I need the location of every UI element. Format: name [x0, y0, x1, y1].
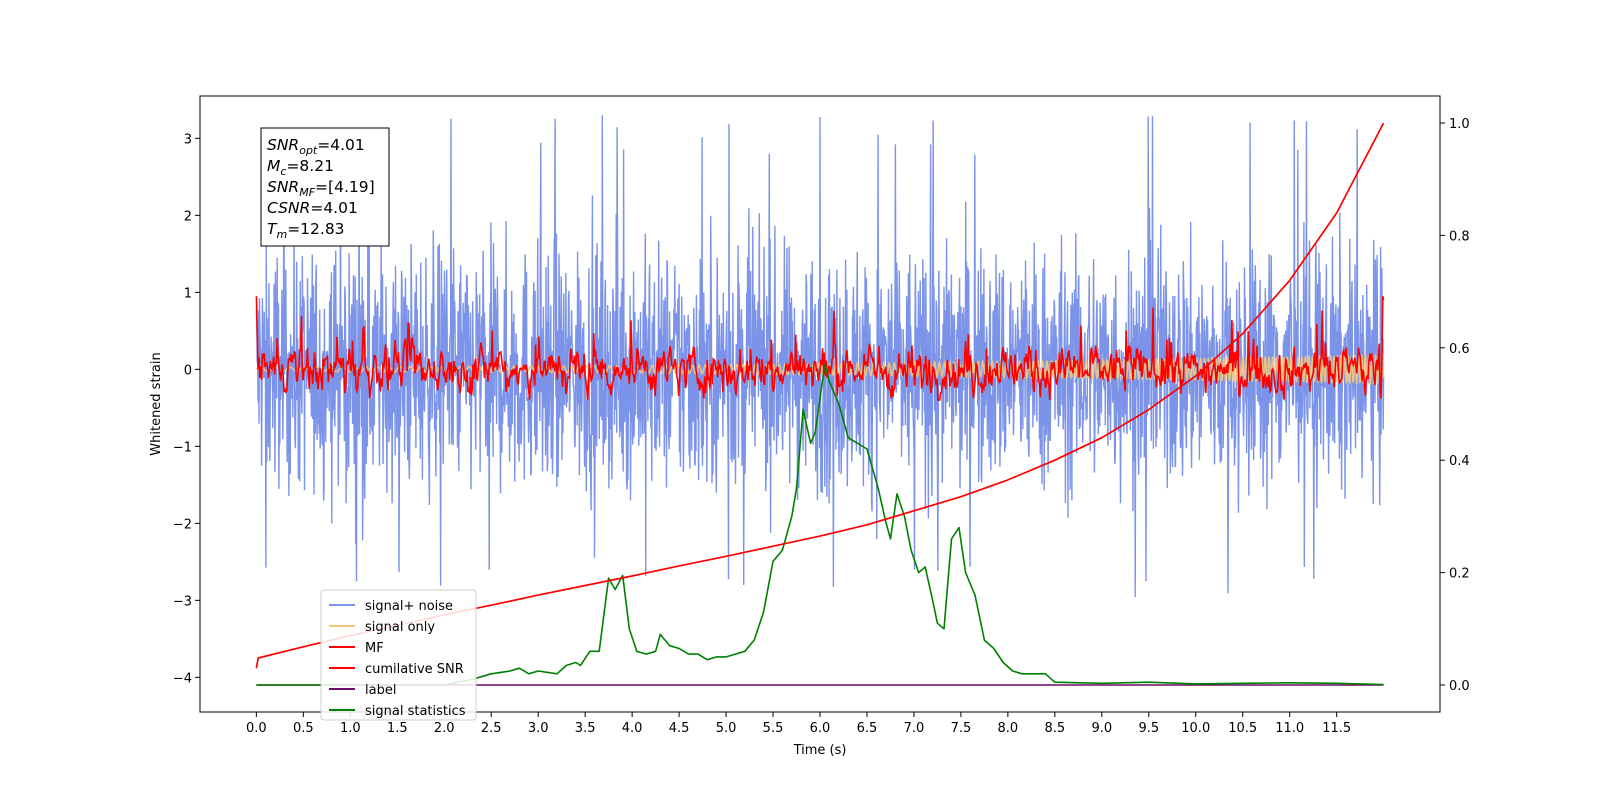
info-subscript: MF	[299, 186, 315, 199]
x-tick-label: 10.0	[1181, 721, 1210, 736]
x-tick-label: 8.0	[998, 721, 1019, 736]
legend-entry: MF	[365, 641, 384, 656]
legend: signal+ noise signal only MF cumilative SNR…	[320, 589, 477, 721]
info-line: SNRMF=[4.19]	[267, 178, 375, 199]
legend-entry: signal+ noise	[365, 599, 453, 614]
y-right-tick-label: 0.2	[1449, 567, 1470, 582]
x-tick-label: 2.0	[434, 721, 455, 736]
y-axis-right: 1.0 0.8 0.6 0.4 0.2 0.0	[1440, 117, 1470, 694]
info-value: =12.83	[287, 220, 344, 238]
y-right-tick-label: 0.0	[1449, 679, 1470, 694]
info-symbol: M	[267, 157, 280, 175]
info-subscript: c	[280, 165, 286, 178]
info-subscript: m	[276, 228, 287, 241]
y-left-tick-label: −4	[173, 671, 192, 686]
x-tick-label: 8.5	[1045, 721, 1066, 736]
series-mf	[255, 296, 1385, 401]
info-line: SNRopt=4.01	[267, 136, 365, 157]
x-tick-label: 6.0	[810, 721, 831, 736]
x-tick-label: 7.5	[951, 721, 972, 736]
x-tick-label: 5.5	[763, 721, 784, 736]
y-left-tick-label: −1	[173, 440, 192, 455]
x-axis-label: Time (s)	[793, 743, 847, 758]
x-tick-label: 4.0	[622, 721, 643, 736]
legend-entry: label	[365, 683, 396, 698]
x-tick-label: 2.5	[481, 721, 502, 736]
legend-frame	[320, 589, 477, 721]
x-tick-label: 1.5	[387, 721, 408, 736]
x-tick-label: 0.0	[246, 721, 267, 736]
y-left-tick-label: −2	[173, 517, 192, 532]
y-left-tick-label: 1	[184, 286, 192, 301]
y-axis-label: Whitened strain	[149, 352, 164, 455]
x-tick-label: 9.0	[1091, 721, 1112, 736]
x-tick-label: 11.0	[1275, 721, 1304, 736]
x-tick-label: 6.5	[857, 721, 878, 736]
info-line: CSNR=4.01	[267, 199, 358, 217]
x-axis: 0.0 0.5 1.0 1.5 2.0 2.5 3.0 3.5 4.0 4.5 5.0 5.5 6.0 6…	[246, 712, 1351, 736]
x-tick-label: 0.5	[293, 721, 314, 736]
info-value: =[4.19]	[315, 178, 375, 196]
info-value: =4.01	[317, 136, 365, 154]
legend-entry: signal statistics	[365, 704, 466, 719]
y-right-tick-label: 0.8	[1449, 229, 1470, 244]
y-right-tick-label: 0.6	[1449, 342, 1470, 357]
x-tick-label: 1.0	[340, 721, 361, 736]
x-tick-label: 4.5	[669, 721, 690, 736]
x-tick-label: 9.5	[1138, 721, 1159, 736]
y-left-tick-label: 0	[184, 363, 192, 378]
info-line: Mc=8.21	[267, 157, 334, 178]
info-box: SNRopt=4.01Mc=8.21SNRMF=[4.19]CSNR=4.01T…	[260, 127, 390, 247]
info-symbol: SNR	[267, 178, 299, 196]
series-signal-statistics	[256, 363, 1384, 686]
y-left-tick-label: 2	[184, 209, 192, 224]
info-box-frame	[260, 127, 390, 247]
info-subscript: opt	[299, 144, 318, 157]
x-tick-label: 11.5	[1322, 721, 1351, 736]
y-left-tick-label: 3	[184, 132, 192, 147]
y-right-tick-label: 0.4	[1449, 454, 1470, 469]
x-tick-label: 5.0	[716, 721, 737, 736]
x-tick-label: 10.5	[1228, 721, 1257, 736]
y-axis-left: 3 2 1 0 −1 −2 −3 −4	[173, 132, 200, 686]
legend-entry: cumilative SNR	[365, 662, 464, 677]
x-tick-label: 7.0	[904, 721, 925, 736]
info-symbol: SNR	[267, 136, 299, 154]
info-line: Tm=12.83	[267, 220, 345, 241]
x-tick-label: 3.0	[528, 721, 549, 736]
x-tick-label: 3.5	[575, 721, 596, 736]
legend-entry: signal only	[365, 620, 435, 635]
info-value: =4.01	[310, 199, 358, 217]
info-symbol: CSNR	[267, 199, 310, 217]
info-symbol: T	[267, 220, 278, 238]
y-right-tick-label: 1.0	[1449, 117, 1470, 132]
y-left-tick-label: −3	[173, 594, 192, 609]
info-value: =8.21	[286, 157, 334, 175]
series-signal-noise	[255, 115, 1385, 598]
